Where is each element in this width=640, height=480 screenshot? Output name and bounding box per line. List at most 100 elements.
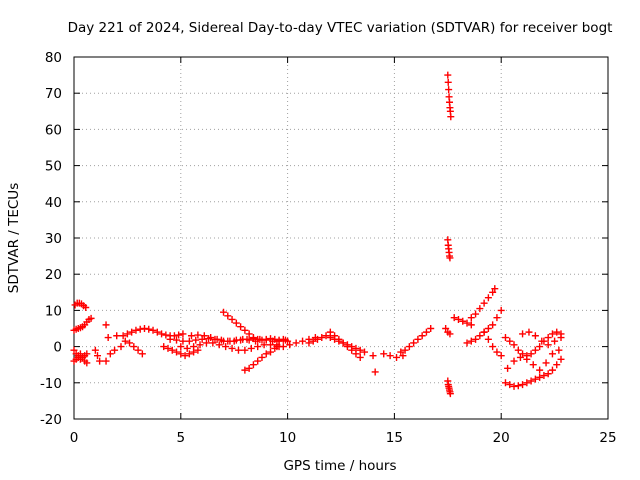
data-point (339, 339, 347, 347)
data-point (194, 346, 202, 354)
data-point (450, 314, 458, 322)
data-point (164, 344, 172, 352)
data-point (553, 361, 561, 369)
data-point (401, 346, 409, 354)
data-point (87, 314, 95, 322)
data-point (102, 321, 110, 329)
data-point (215, 341, 223, 349)
data-point (220, 308, 228, 316)
data-point (331, 335, 339, 343)
data-point (160, 343, 168, 351)
data-point (480, 299, 488, 307)
data-point (260, 341, 268, 349)
y-tick-label: -20 (40, 412, 62, 428)
data-point (444, 78, 452, 86)
data-point (555, 346, 563, 354)
data-point (335, 337, 343, 345)
data-point (224, 312, 232, 320)
data-point (493, 314, 501, 322)
data-point (305, 339, 313, 347)
data-point (536, 373, 544, 381)
data-point (245, 336, 253, 344)
data-point (445, 86, 453, 94)
data-point (138, 350, 146, 358)
data-point (247, 344, 255, 352)
data-point (181, 352, 189, 360)
data-point (531, 332, 539, 340)
x-tick-label: 5 (177, 430, 186, 446)
data-point (371, 368, 379, 376)
data-point (356, 346, 364, 354)
data-point (111, 346, 119, 354)
data-point (501, 334, 509, 342)
data-point (447, 113, 455, 121)
data-point (241, 326, 249, 334)
data-point (267, 348, 275, 356)
data-point (463, 339, 471, 347)
data-point (279, 343, 287, 351)
data-point (249, 334, 257, 342)
data-point (369, 352, 377, 360)
data-point (519, 330, 527, 338)
data-point (179, 337, 187, 345)
data-point (489, 288, 497, 296)
data-point (551, 337, 559, 345)
y-tick-label: 80 (45, 50, 62, 66)
data-point (299, 337, 307, 345)
data-point (476, 332, 484, 340)
y-tick-label: 60 (45, 122, 62, 138)
data-point (519, 381, 527, 389)
data-points (70, 71, 565, 398)
data-point (557, 355, 565, 363)
y-tick-label: 70 (45, 86, 62, 102)
data-point (399, 352, 407, 360)
y-tick-label: 50 (45, 159, 62, 175)
data-point (386, 352, 394, 360)
data-point (162, 331, 170, 339)
data-point (145, 325, 153, 333)
data-point (538, 337, 546, 345)
data-point (422, 328, 430, 336)
data-point (531, 375, 539, 383)
data-point (497, 306, 505, 314)
data-point (136, 325, 144, 333)
data-point (414, 335, 422, 343)
data-point (548, 350, 556, 358)
data-point (170, 332, 178, 340)
data-point (93, 352, 101, 360)
data-point (484, 335, 492, 343)
data-point (258, 336, 266, 344)
data-point (126, 339, 134, 347)
data-point (185, 350, 193, 358)
data-point (454, 315, 462, 323)
data-point (82, 304, 90, 312)
data-point (222, 343, 230, 351)
data-point (237, 323, 245, 331)
data-point (207, 334, 215, 342)
data-point (553, 328, 561, 336)
data-point (249, 361, 257, 369)
data-point (123, 330, 131, 338)
data-point (459, 317, 467, 325)
data-point (506, 337, 514, 345)
data-point (226, 337, 234, 345)
data-point (179, 330, 187, 338)
data-point (175, 331, 183, 339)
data-point (117, 343, 125, 351)
data-point (149, 326, 157, 334)
data-point (514, 382, 522, 390)
data-point (158, 330, 166, 338)
plot-frame (73, 56, 609, 420)
x-tick-label: 25 (599, 430, 616, 446)
y-tick-label: 10 (45, 303, 62, 319)
data-point (275, 336, 283, 344)
x-tick-label: 10 (279, 430, 296, 446)
data-point (187, 332, 195, 340)
data-point (185, 337, 193, 345)
data-point (132, 326, 140, 334)
data-point (343, 341, 351, 349)
data-point (130, 343, 138, 351)
axis-ticks: 0 5 10 15 20 25 -20 -10 0 10 20 30 40 50 60 70 80 (40, 50, 617, 446)
data-point (531, 346, 539, 354)
y-tick-label: 40 (45, 195, 62, 211)
